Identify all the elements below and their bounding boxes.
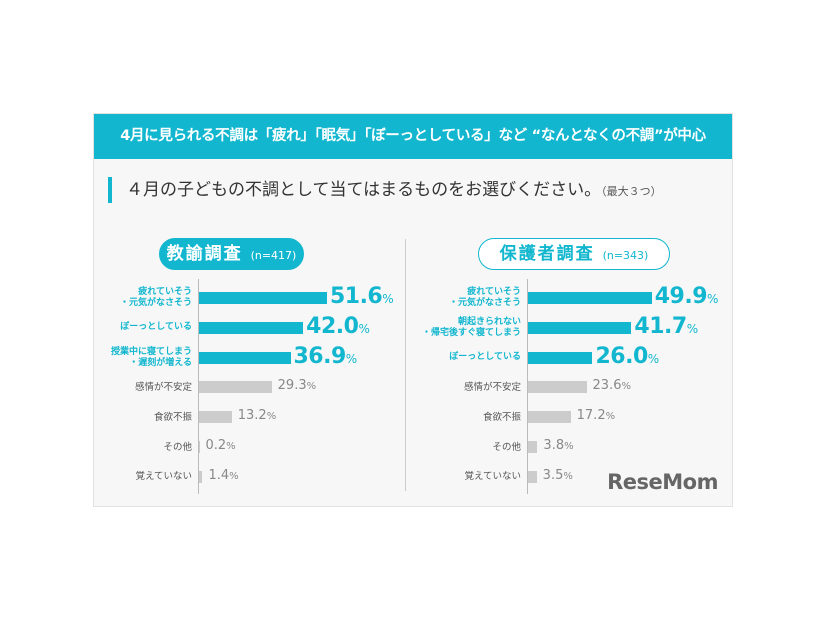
header-banner: 4月に見られる不調は「疲れ」「眠気」「ぼーっとしている」など “なんとなくの不調… — [94, 114, 732, 159]
bar — [528, 321, 632, 334]
bar — [199, 470, 203, 483]
category-label: 疲れていそう ・元気がなさそう — [448, 287, 521, 308]
resemom-logo: ReseMom — [607, 470, 718, 494]
bar — [199, 411, 232, 424]
category-label: 疲れていそう ・元気がなさそう — [119, 287, 192, 308]
data-label: 3.8% — [543, 438, 574, 453]
data-label: 42.0% — [306, 313, 370, 339]
question-text: ４月の子どもの不調として当てはまるものをお選びください。 — [126, 180, 602, 200]
bar — [528, 441, 538, 453]
data-label: 36.9% — [293, 343, 358, 369]
data-label: 26.0% — [595, 343, 659, 369]
data-label: 1.4% — [208, 467, 239, 483]
category-label: 覚えていない — [464, 471, 521, 483]
category-label: 食欲不振 — [153, 411, 192, 423]
bar — [199, 381, 272, 394]
category-label: 感情が不安定 — [463, 381, 521, 393]
bar — [199, 351, 291, 364]
category-label: その他 — [163, 441, 192, 453]
bar — [199, 321, 304, 334]
data-label: 13.2% — [237, 408, 277, 424]
teacher-survey-n: (n=417) — [250, 249, 297, 262]
category-label: 授業中に寝てしまう ・遅刻が増える — [110, 346, 192, 368]
data-label: 29.3% — [277, 378, 317, 394]
bar — [528, 411, 571, 424]
bar — [199, 441, 200, 453]
category-label: 感情が不安定 — [134, 381, 192, 393]
question-note: （最大３つ） — [601, 185, 662, 198]
parent-survey-n: (n=343) — [602, 249, 649, 262]
bar — [199, 292, 327, 304]
category-label: ぼーっとしている — [449, 352, 521, 363]
category-label: その他 — [492, 441, 521, 453]
divider — [405, 239, 406, 491]
question: ４月の子どもの不調として当てはまるものをお選びください。（最大３つ） — [108, 177, 662, 203]
infographic-card: 4月に見られる不調は「疲れ」「眠気」「ぼーっとしている」など “なんとなくの不調… — [93, 113, 733, 507]
teacher-survey-pill: 教諭調査 (n=417) — [159, 238, 304, 270]
axis-line — [198, 279, 199, 494]
data-label: 17.2% — [576, 408, 616, 424]
category-label: 覚えていない — [135, 471, 192, 483]
data-label: 49.9% — [654, 284, 719, 309]
teacher-survey-title: 教諭調査 — [166, 244, 243, 264]
bar — [528, 381, 587, 394]
axis-line — [527, 279, 528, 494]
bar — [528, 470, 537, 483]
bar — [528, 292, 652, 304]
parent-survey-title: 保護者調査 — [499, 244, 595, 264]
category-label: 食欲不振 — [482, 411, 521, 423]
data-label: 23.6% — [592, 378, 631, 394]
data-label: 3.5% — [542, 467, 573, 483]
bar — [528, 351, 593, 364]
category-label: 朝起きられない ・帰宅後すぐ寝てしまう — [421, 316, 521, 338]
category-label: ぼーっとしている — [120, 322, 192, 333]
data-label: 41.7% — [634, 313, 698, 339]
parent-survey-pill: 保護者調査 (n=343) — [478, 238, 670, 270]
data-label: 51.6% — [329, 284, 394, 309]
data-label: 0.2% — [205, 438, 236, 453]
